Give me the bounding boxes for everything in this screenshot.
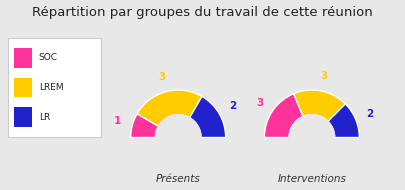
Wedge shape <box>264 94 303 138</box>
Text: LR: LR <box>39 112 50 122</box>
Text: 2: 2 <box>229 101 236 111</box>
Text: 3: 3 <box>320 71 328 81</box>
Circle shape <box>156 115 201 160</box>
Wedge shape <box>328 104 359 138</box>
Circle shape <box>289 115 335 160</box>
Text: 3: 3 <box>256 98 263 108</box>
Text: LREM: LREM <box>39 83 64 92</box>
Text: Présents: Présents <box>156 174 200 184</box>
Text: 2: 2 <box>366 108 373 119</box>
FancyBboxPatch shape <box>14 78 32 97</box>
Wedge shape <box>190 96 226 138</box>
Text: SOC: SOC <box>39 53 58 62</box>
Text: 1: 1 <box>114 116 121 126</box>
Text: Répartition par groupes du travail de cette réunion: Répartition par groupes du travail de ce… <box>32 6 373 19</box>
Wedge shape <box>131 114 158 138</box>
FancyBboxPatch shape <box>14 107 32 127</box>
Text: 3: 3 <box>158 72 166 82</box>
FancyBboxPatch shape <box>14 48 32 68</box>
Text: Interventions: Interventions <box>277 174 346 184</box>
Wedge shape <box>137 90 202 126</box>
Wedge shape <box>294 90 345 121</box>
